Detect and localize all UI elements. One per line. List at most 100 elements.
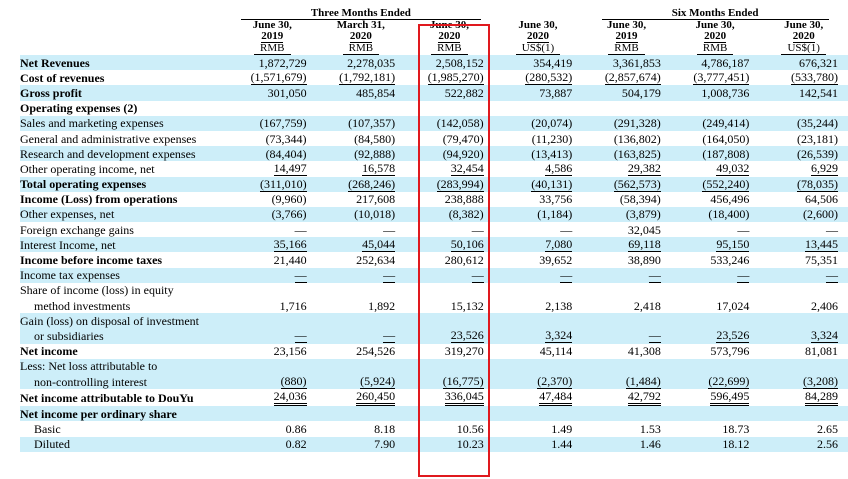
row-value: 21,440 bbox=[273, 253, 307, 268]
row-value bbox=[493, 313, 583, 329]
col-unit: RMB bbox=[582, 43, 671, 55]
table-row: method investments 1,716 1,892 15,132 2,138 2… bbox=[20, 298, 848, 313]
row-value: — bbox=[759, 267, 848, 283]
row-value: 573,796 bbox=[710, 344, 750, 359]
table-row: Gross profit 301,050 485,854 522,882 73,887 5… bbox=[20, 85, 848, 101]
row-label: Sales and marketing expenses bbox=[20, 115, 228, 131]
row-value: — bbox=[228, 328, 317, 344]
row-value bbox=[759, 101, 848, 116]
row-value: 319,270 bbox=[444, 344, 484, 359]
row-value: (1,985,270) bbox=[427, 70, 484, 86]
col-date: March 31, 2020 bbox=[336, 19, 385, 43]
row-value: 3,361,853 bbox=[582, 55, 671, 71]
row-value: 84,289 bbox=[759, 389, 848, 407]
row-value bbox=[405, 283, 494, 298]
row-value: 217,608 bbox=[356, 192, 396, 207]
row-value: (13,413) bbox=[493, 146, 583, 162]
row-value: — bbox=[582, 328, 671, 344]
row-value: (79,470) bbox=[442, 131, 484, 146]
row-value: — bbox=[560, 222, 573, 237]
row-value: — bbox=[316, 328, 406, 344]
row-value: (1,792,181) bbox=[339, 70, 396, 86]
row-value: 2,418 bbox=[633, 298, 661, 313]
row-value: (73,344) bbox=[265, 131, 307, 146]
col-date: June 30, 2020 bbox=[429, 19, 469, 43]
table-row: Net income per ordinary share bbox=[20, 406, 848, 422]
row-value: 1.44 bbox=[493, 436, 583, 452]
row-value bbox=[228, 283, 317, 298]
row-value: 10.56 bbox=[456, 421, 484, 436]
row-value: 2.56 bbox=[759, 436, 848, 452]
row-value: (22,699) bbox=[670, 373, 760, 390]
row-value: (10,018) bbox=[316, 206, 406, 223]
table-row: Other operating income, net 14,497 16,578 3… bbox=[20, 161, 848, 177]
row-value: 238,888 bbox=[444, 192, 484, 207]
row-value bbox=[670, 313, 760, 329]
row-value: (20,074) bbox=[493, 115, 583, 131]
row-value: 6,929 bbox=[811, 161, 838, 177]
row-value: 1.46 bbox=[582, 436, 671, 452]
row-value: 33,756 bbox=[539, 192, 573, 207]
row-value: (3,766) bbox=[228, 206, 317, 223]
row-value bbox=[493, 406, 583, 422]
row-value: (3,208) bbox=[759, 373, 848, 390]
col-unit: RMB bbox=[405, 43, 494, 55]
row-value: 45,114 bbox=[539, 344, 573, 359]
row-value: (92,888) bbox=[316, 146, 406, 162]
table-row: non-controlling interest (880) (5,924) (16,… bbox=[20, 373, 848, 390]
table-row: Net income 23,156 254,526 319,270 45,114 41,3… bbox=[20, 344, 848, 359]
row-value: (8,382) bbox=[405, 206, 494, 223]
row-value: 29,382 bbox=[627, 161, 661, 177]
row-label: method investments bbox=[34, 298, 131, 313]
row-value: 456,496 bbox=[710, 192, 750, 207]
col-date: June 30, 2019 bbox=[606, 19, 647, 43]
row-value: (3,777,451) bbox=[693, 70, 750, 86]
row-value: 3,324 bbox=[493, 328, 583, 344]
row-value bbox=[582, 406, 671, 422]
row-value: (280,532) bbox=[525, 70, 573, 86]
row-value: (249,414) bbox=[670, 115, 760, 131]
row-label: General and administrative expenses bbox=[20, 131, 197, 146]
row-value: 23,156 bbox=[273, 344, 307, 359]
row-value: (880) bbox=[228, 373, 317, 390]
table-row: Less: Net loss attributable to bbox=[20, 358, 848, 374]
row-value: (163,825) bbox=[582, 146, 671, 162]
row-value: (16,775) bbox=[405, 373, 494, 390]
row-value: 1.49 bbox=[551, 421, 573, 436]
row-value: 73,887 bbox=[493, 85, 583, 101]
row-label: Cost of revenues bbox=[20, 70, 105, 85]
table-row: Net income attributable to DouYu 24,036 26… bbox=[20, 389, 848, 407]
row-value: 2.65 bbox=[817, 421, 838, 436]
row-value bbox=[671, 101, 760, 116]
column-date-header: June 30, 2019 March 31, 2020 June 30, 2020 … bbox=[20, 20, 848, 43]
row-value: (35,244) bbox=[759, 115, 848, 131]
row-value: 0.82 bbox=[228, 436, 317, 452]
row-value: 64,506 bbox=[805, 192, 838, 207]
six-months-header: Six Months Ended bbox=[582, 6, 848, 20]
row-value bbox=[582, 283, 671, 298]
row-value: (94,920) bbox=[405, 146, 494, 162]
row-value: (58,394) bbox=[619, 192, 661, 207]
row-label: Net income attributable to DouYu bbox=[20, 390, 194, 405]
table-row: Income (Loss) from operations (9,960) 217,… bbox=[20, 192, 848, 207]
row-value: 142,541 bbox=[759, 85, 848, 101]
row-value: 24,036 bbox=[228, 389, 317, 407]
row-value: (18,400) bbox=[670, 206, 760, 223]
row-value: 301,050 bbox=[228, 85, 317, 101]
table-row: Total operating expenses (311,010) (268,24… bbox=[20, 176, 848, 192]
row-label: Total operating expenses bbox=[20, 176, 228, 192]
row-value: 533,246 bbox=[710, 253, 750, 268]
income-statement-table: Three Months Ended Six Months Ended June… bbox=[20, 6, 848, 452]
row-value: — bbox=[493, 267, 583, 283]
table-row: Income before income taxes 21,440 252,634 2… bbox=[20, 252, 848, 267]
table-row: Income tax expenses — — — — — — — bbox=[20, 267, 848, 283]
row-value: (311,010) bbox=[228, 176, 317, 192]
table-row: Interest Income, net 35,166 45,044 50,106 7,… bbox=[20, 237, 848, 253]
row-label: Interest Income, net bbox=[20, 237, 228, 253]
row-value bbox=[759, 358, 848, 374]
row-value: — bbox=[294, 222, 307, 237]
table-row: Net Revenues 1,872,729 2,278,035 2,508,152 3… bbox=[20, 55, 848, 71]
col-unit: US$(1) bbox=[494, 43, 583, 55]
row-value: 7.90 bbox=[316, 436, 406, 452]
row-value bbox=[670, 406, 760, 422]
